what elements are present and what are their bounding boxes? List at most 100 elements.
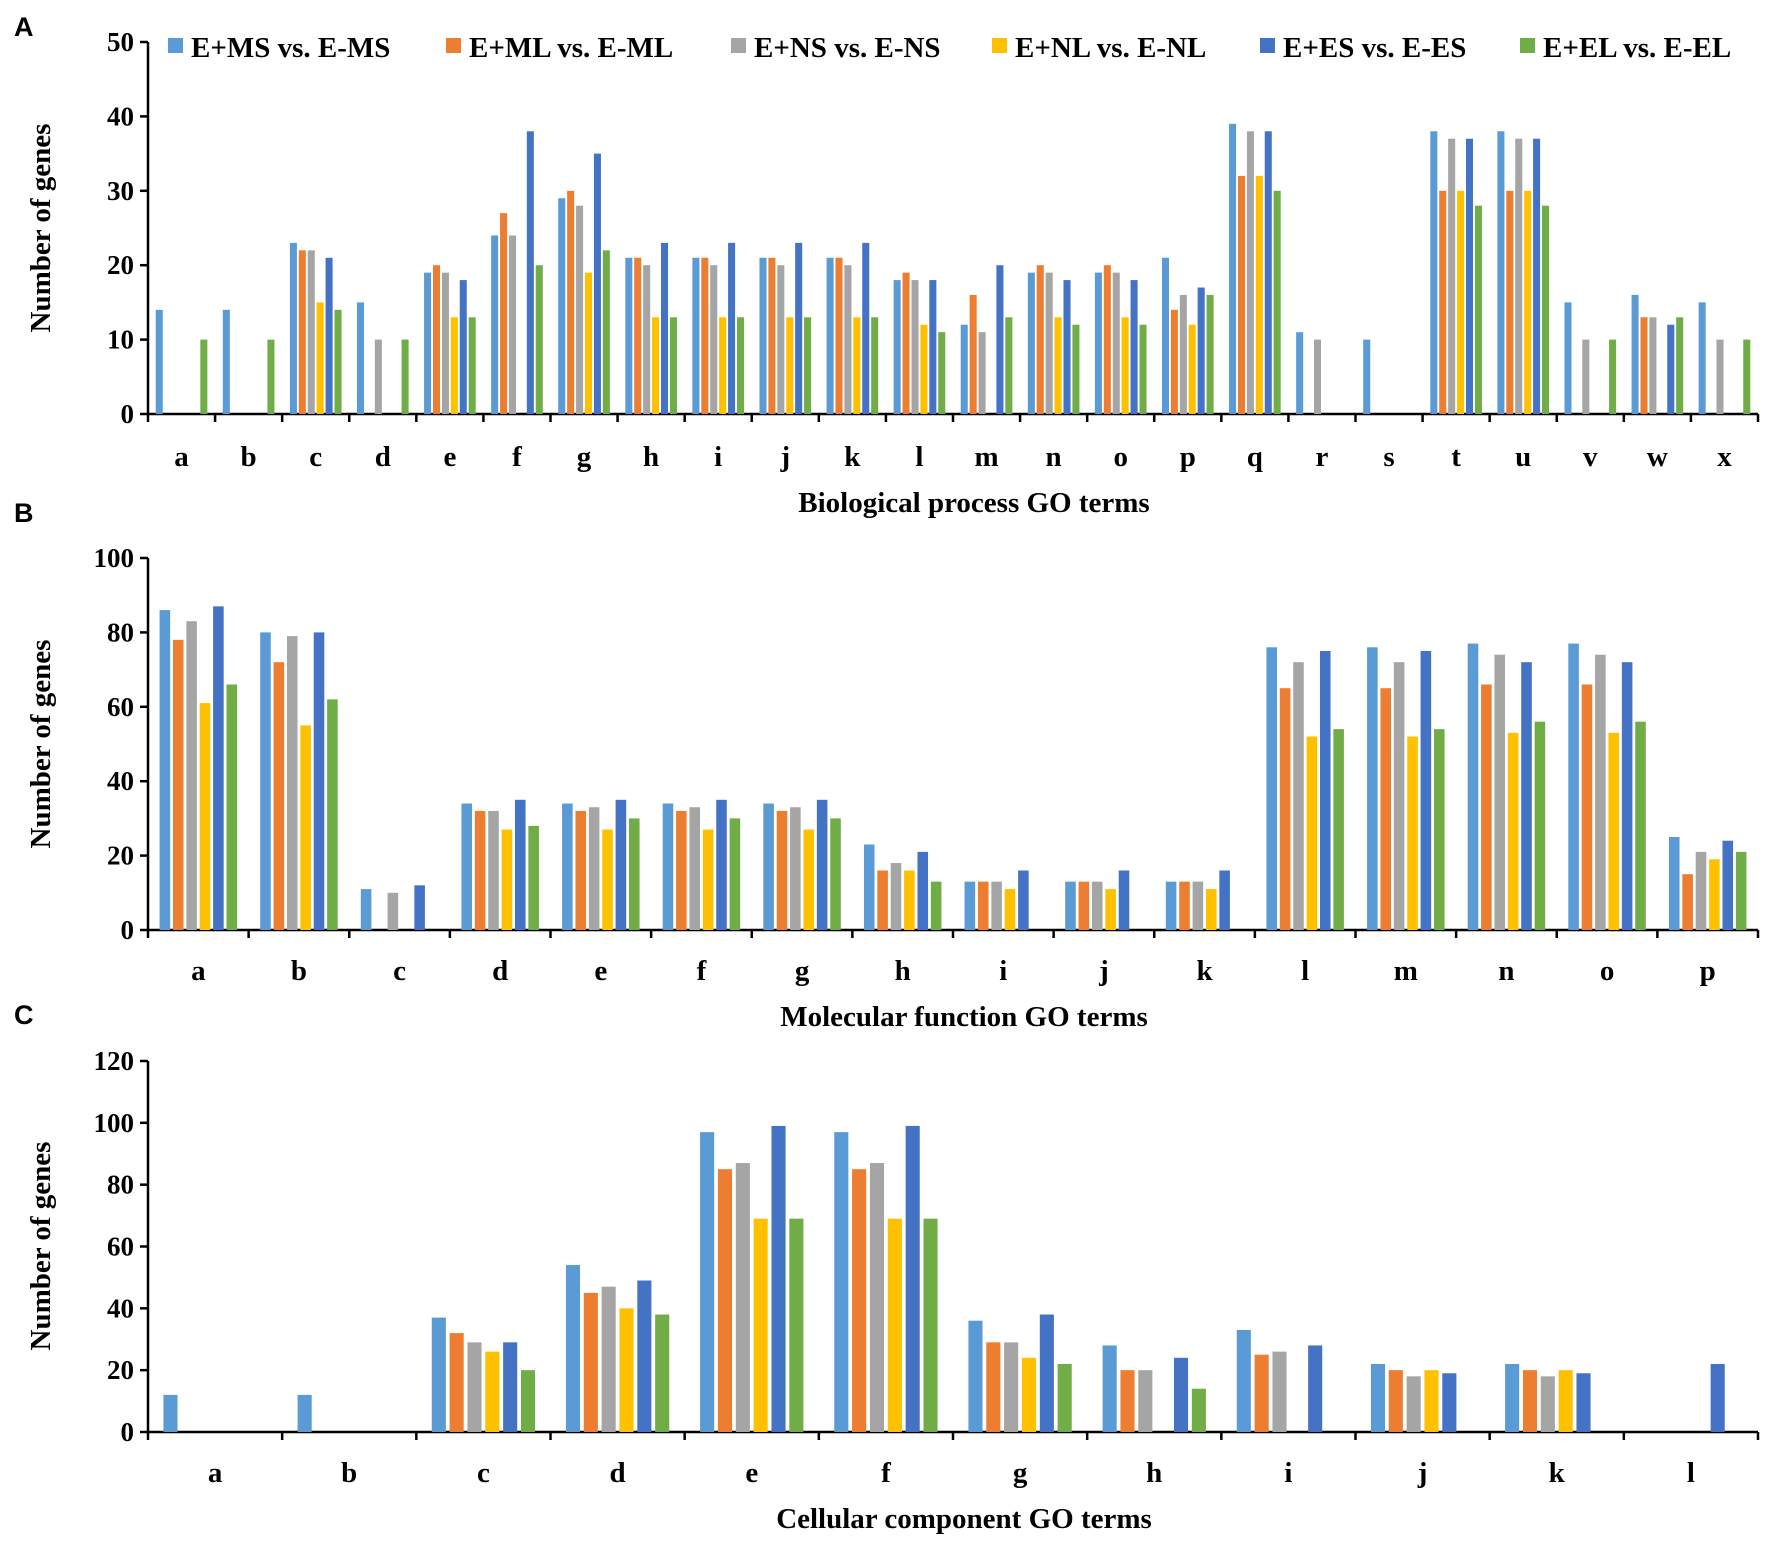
bar-a-w-series-6 <box>1676 317 1684 414</box>
bar-a-g-series-1 <box>558 198 566 414</box>
bar-a-s-series-1 <box>1363 339 1371 414</box>
bar-b-k-series-4 <box>1205 889 1217 930</box>
bar-a-k-series-6 <box>871 317 879 414</box>
bar-a-p-series-6 <box>1206 294 1214 414</box>
bar-a-e-series-5 <box>459 280 467 414</box>
bar-a-u-series-2 <box>1506 190 1514 414</box>
category-label-a: t <box>1451 441 1461 473</box>
bar-a-n-series-4 <box>1054 317 1062 414</box>
category-label-b: m <box>1394 955 1418 987</box>
category-label-b: c <box>393 955 406 987</box>
bar-c-e-series-1 <box>700 1132 715 1432</box>
category-label-a: g <box>577 441 592 473</box>
y-axis-title-c: Number of genes <box>25 1142 57 1351</box>
category-label-b: n <box>1498 955 1514 987</box>
bar-c-f-series-4 <box>887 1218 902 1432</box>
legend-swatch-es <box>1260 38 1275 53</box>
category-label-a: r <box>1316 441 1329 473</box>
bar-a-e-series-6 <box>468 317 476 414</box>
bar-a-v-series-3 <box>1582 339 1590 414</box>
bar-a-g-series-4 <box>584 272 593 414</box>
category-label-a: j <box>779 441 790 473</box>
bar-b-d-series-5 <box>514 799 526 930</box>
bar-b-a-series-4 <box>199 703 211 930</box>
bar-c-f-series-2 <box>852 1169 867 1432</box>
y-tick-label-b: 20 <box>107 841 134 871</box>
y-tick-label-c: 40 <box>107 1293 134 1323</box>
bar-c-h-series-5 <box>1173 1357 1189 1432</box>
category-label-b: i <box>999 955 1007 987</box>
bar-a-c-series-5 <box>325 257 333 414</box>
bar-b-f-series-6 <box>729 818 741 930</box>
y-tick-label-b: 40 <box>107 766 134 796</box>
bar-a-n-series-2 <box>1036 265 1044 414</box>
bar-b-p-series-1 <box>1668 837 1680 930</box>
category-label-b: f <box>697 955 707 987</box>
bar-b-p-series-3 <box>1695 851 1707 930</box>
bar-a-m-series-2 <box>969 294 977 414</box>
bar-b-e-series-1 <box>562 803 573 930</box>
bar-a-f-series-5 <box>526 131 534 414</box>
bar-b-g-series-2 <box>776 810 788 930</box>
bar-a-u-series-5 <box>1533 138 1541 414</box>
bar-c-e-series-6 <box>789 1218 804 1432</box>
y-tick-label-c: 100 <box>94 1108 135 1138</box>
category-label-b: p <box>1700 955 1716 987</box>
bar-a-v-series-6 <box>1609 339 1617 414</box>
bar-b-i-series-1 <box>964 881 976 930</box>
y-tick-label-c: 20 <box>107 1355 134 1385</box>
bar-c-i-series-1 <box>1236 1329 1251 1432</box>
y-tick-label-a: 20 <box>107 250 134 280</box>
bar-a-e-series-1 <box>424 272 432 414</box>
bar-b-k-series-1 <box>1165 881 1177 930</box>
bar-a-a-series-6 <box>200 339 208 414</box>
bar-a-l-series-1 <box>893 280 901 414</box>
bar-a-h-series-3 <box>643 265 651 414</box>
bar-c-j-series-3 <box>1406 1376 1421 1432</box>
bar-b-o-series-3 <box>1595 654 1606 930</box>
bar-a-i-series-5 <box>728 242 736 414</box>
bar-c-g-series-2 <box>986 1342 1001 1432</box>
bar-a-j-series-1 <box>759 257 767 414</box>
bar-b-p-series-5 <box>1722 840 1734 930</box>
category-label-c: d <box>610 1457 626 1489</box>
bar-c-h-series-6 <box>1191 1388 1206 1432</box>
category-label-c: b <box>341 1457 357 1489</box>
category-label-a: h <box>643 441 659 473</box>
legend-swatch-ms <box>168 38 183 53</box>
bar-a-i-series-1 <box>692 257 700 414</box>
bar-a-q-series-1 <box>1229 123 1237 414</box>
bar-b-j-series-3 <box>1091 881 1103 930</box>
bar-a-e-series-3 <box>441 272 449 414</box>
bar-a-u-series-4 <box>1524 190 1532 414</box>
legend-swatch-el <box>1520 38 1535 53</box>
bar-b-d-series-3 <box>488 810 499 930</box>
y-axis-title-b: Number of genes <box>25 640 57 849</box>
category-label-a: x <box>1717 441 1732 473</box>
x-axis-title-c: Cellular component GO terms <box>776 1503 1152 1535</box>
bar-a-q-series-6 <box>1273 190 1281 414</box>
category-label-a: u <box>1515 441 1531 473</box>
bar-a-q-series-5 <box>1264 131 1272 414</box>
category-label-a: b <box>241 441 257 473</box>
bar-a-o-series-1 <box>1094 272 1102 414</box>
category-label-b: k <box>1196 955 1213 987</box>
bar-a-w-series-1 <box>1631 294 1639 414</box>
legend-label-ml: E+ML vs. E-ML <box>469 32 673 64</box>
bar-a-c-series-3 <box>307 250 315 414</box>
bar-c-l-series-5 <box>1710 1363 1725 1432</box>
bar-a-l-series-3 <box>911 280 919 414</box>
bar-b-m-series-4 <box>1407 736 1418 930</box>
bar-a-h-series-6 <box>669 317 677 414</box>
bar-a-b-series-1 <box>222 309 230 414</box>
category-label-a: e <box>443 441 456 473</box>
bar-c-g-series-1 <box>968 1320 983 1432</box>
bar-a-q-series-2 <box>1237 175 1246 414</box>
bar-c-d-series-2 <box>583 1292 598 1432</box>
bar-b-m-series-2 <box>1380 688 1392 930</box>
bar-a-f-series-6 <box>535 265 543 414</box>
bar-b-m-series-3 <box>1393 662 1405 930</box>
bar-c-e-series-4 <box>753 1218 768 1432</box>
bar-b-d-series-1 <box>461 803 473 930</box>
bar-a-f-series-1 <box>491 235 499 414</box>
